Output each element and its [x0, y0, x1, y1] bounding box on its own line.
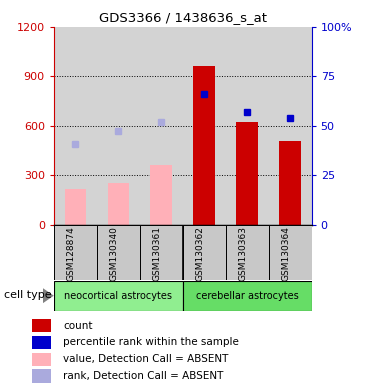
Bar — [140, 225, 183, 280]
Title: GDS3366 / 1438636_s_at: GDS3366 / 1438636_s_at — [99, 11, 267, 24]
Text: GSM130362: GSM130362 — [195, 226, 204, 281]
Bar — [279, 141, 301, 225]
Text: GSM130361: GSM130361 — [152, 226, 161, 281]
Bar — [226, 225, 269, 280]
Bar — [236, 122, 258, 225]
Bar — [54, 225, 97, 280]
Text: cell type: cell type — [4, 290, 51, 300]
Bar — [32, 319, 51, 332]
Bar — [269, 225, 312, 280]
Bar — [193, 66, 215, 225]
Bar — [108, 184, 129, 225]
Text: neocortical astrocytes: neocortical astrocytes — [64, 291, 172, 301]
Text: percentile rank within the sample: percentile rank within the sample — [63, 338, 239, 348]
Bar — [65, 189, 86, 225]
Text: rank, Detection Call = ABSENT: rank, Detection Call = ABSENT — [63, 371, 223, 381]
Bar — [183, 225, 226, 280]
Bar — [97, 225, 140, 280]
Text: GSM130364: GSM130364 — [281, 226, 290, 281]
Bar — [32, 336, 51, 349]
Text: GSM130340: GSM130340 — [109, 226, 118, 281]
Polygon shape — [43, 288, 54, 303]
Bar — [32, 353, 51, 366]
Text: value, Detection Call = ABSENT: value, Detection Call = ABSENT — [63, 354, 228, 364]
Text: GSM130363: GSM130363 — [238, 226, 247, 281]
Text: GSM128874: GSM128874 — [66, 226, 75, 281]
Bar — [183, 281, 312, 311]
Text: count: count — [63, 321, 92, 331]
Bar — [54, 281, 183, 311]
Text: cerebellar astrocytes: cerebellar astrocytes — [196, 291, 299, 301]
Bar — [32, 369, 51, 382]
Bar — [151, 166, 172, 225]
